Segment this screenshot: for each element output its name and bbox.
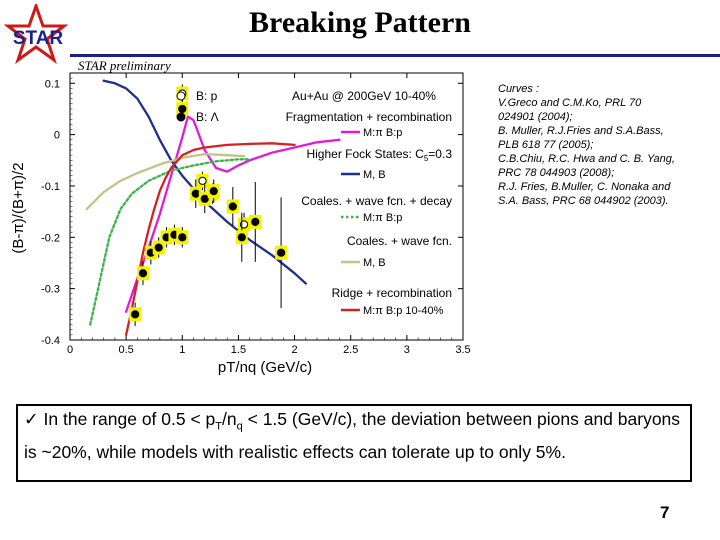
references-list: Curves : V.Greco and C.M.Ko, PRL 70 024901… <box>498 82 703 208</box>
lambda-point <box>191 189 200 198</box>
y-tick-label: 0 <box>54 130 60 142</box>
y-axis-label: (B-π)/(B+π)/2 <box>10 162 27 253</box>
model-curve <box>89 158 251 326</box>
y-tick-label: -0.1 <box>41 181 60 193</box>
legend-entry: M:π B:p <box>363 212 402 224</box>
lambda-point <box>209 186 218 196</box>
conclusion-note: ✓ In the range of 0.5 < pT/nq < 1.5 (GeV… <box>16 404 692 482</box>
legend-heading: Coales. + wave fcn. + decay <box>301 194 452 208</box>
legend-entry: M, B <box>363 257 386 269</box>
lambda-point <box>178 233 187 242</box>
logo-text: STAR <box>13 28 64 49</box>
y-tick-label: -0.4 <box>41 335 60 347</box>
legend-heading: Higher Fock States: C5=0.3 <box>306 147 452 163</box>
reference-line: 024901 (2004); <box>498 111 573 123</box>
reference-line: PRC 78 044903 (2008); <box>498 167 615 179</box>
x-tick-label: 2.5 <box>343 344 358 356</box>
data-points <box>129 84 288 327</box>
reference-line: R.J. Fries, B.Muller, C. Nonaka and <box>498 181 671 193</box>
star-preliminary-label: STAR preliminary <box>78 58 171 73</box>
note-sub-q: q <box>236 420 243 433</box>
model-curve <box>85 152 246 211</box>
legend-heading-text: Higher Fock States: C <box>306 147 424 161</box>
note-text-end: < 1.5 (GeV/c), the deviation between pio… <box>24 409 681 462</box>
model-curves <box>85 79 341 337</box>
legend-entry: M, B <box>363 169 386 181</box>
legend-proton-label: B: p <box>196 89 218 103</box>
star-logo: STAR <box>4 4 68 64</box>
reference-line: PLB 618 77 (2005); <box>498 139 594 151</box>
legend-filled-marker <box>176 112 186 122</box>
legend-lambda-label: B: Λ <box>196 110 219 124</box>
lambda-point <box>228 202 237 211</box>
y-tick-label: -0.2 <box>41 232 60 244</box>
x-tick-label: 2 <box>292 344 298 356</box>
reference-line: C.B.Chiu, R.C. Hwa and C. B. Yang, <box>498 153 675 165</box>
axis-labels: 0 0.5 1 1.5 2 2.5 3 3.5 0.1 0 -0.1 -0.2 -0.3 -0.4 pT/n… <box>10 78 471 376</box>
note-text-start: In the range of 0.5 < p <box>43 409 216 429</box>
x-tick-label: 3.5 <box>455 344 470 356</box>
model-curve <box>102 79 307 285</box>
x-tick-label: 1.5 <box>231 344 246 356</box>
reference-line: B. Muller, R.J.Fries and S.A.Bass, <box>498 125 664 137</box>
logo-star-shape <box>4 4 68 64</box>
proton-point <box>198 176 207 185</box>
legend-heading: Fragmentation + recombination <box>286 110 452 124</box>
x-tick-label: 3 <box>404 344 410 356</box>
x-tick-label: 1 <box>179 344 185 356</box>
page-number: 7 <box>660 503 670 522</box>
legend-entry: M:π B:p 10-40% <box>363 305 444 317</box>
lambda-point <box>154 243 163 252</box>
breaking-pattern-chart: B: p B: Λ Au+Au @ 200GeV 10-40% Fragmentati… <box>10 72 471 376</box>
axes-layer <box>69 72 464 341</box>
y-tick-label: 0.1 <box>45 78 60 90</box>
x-tick-label: 0.5 <box>118 344 133 356</box>
y-tick-label: -0.3 <box>41 284 60 296</box>
legend-heading-sub: 5 <box>424 154 429 163</box>
reference-line: V.Greco and C.M.Ko, PRL 70 <box>498 97 642 109</box>
lambda-point <box>131 310 140 319</box>
model-curve <box>124 115 341 313</box>
legend-entry: M:π B:p <box>363 127 402 139</box>
check-icon: ✓ <box>24 409 39 429</box>
lambda-point <box>138 269 148 278</box>
legend-open-marker <box>176 91 186 101</box>
x-axis-label: pT/nq (GeV/c) <box>218 359 312 376</box>
legend-heading: Coales. + wave fcn. <box>347 234 452 248</box>
note-sub-t: T <box>215 420 223 433</box>
legend-heading: Ridge + recombination <box>332 286 452 300</box>
lambda-point <box>178 104 187 114</box>
lambda-point <box>200 194 209 203</box>
legend-system-label: Au+Au @ 200GeV 10-40% <box>292 89 436 103</box>
reference-line: Curves : <box>498 83 539 95</box>
title-rule <box>70 54 720 57</box>
slide-title: Breaking Pattern <box>249 6 471 39</box>
x-tick-label: 0 <box>67 344 73 356</box>
reference-line: S.A. Bass, PRC 68 044902 (2003). <box>498 195 669 207</box>
legend: B: p B: Λ Au+Au @ 200GeV 10-40% Fragmentati… <box>176 89 452 317</box>
lambda-point <box>276 248 286 257</box>
note-slash-n: /n <box>222 409 237 429</box>
lambda-point <box>251 217 260 227</box>
lambda-point <box>237 233 246 242</box>
legend-heading-suffix: =0.3 <box>428 147 452 161</box>
